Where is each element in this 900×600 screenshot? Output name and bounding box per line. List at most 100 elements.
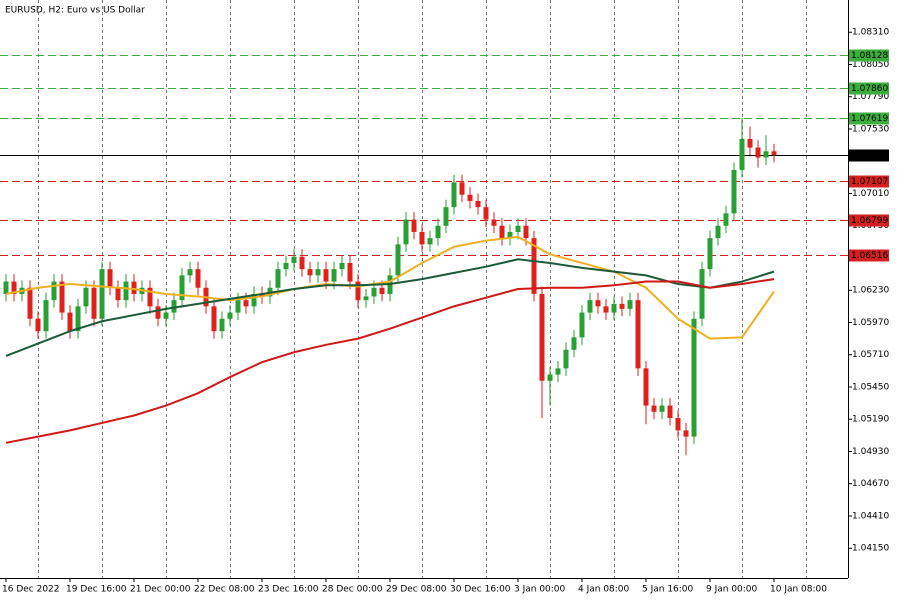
price-level-tag: [849, 112, 889, 125]
candle-body: [195, 269, 201, 288]
x-tick-label: 4 Jan 08:00: [578, 585, 630, 595]
candle-body: [363, 296, 369, 301]
candle-body: [323, 269, 329, 282]
candle-body: [219, 318, 225, 332]
candle-body: [275, 269, 281, 288]
y-tick-label: 1.07790: [852, 92, 889, 102]
x-tick-label: 29 Dec 08:00: [386, 585, 447, 595]
moving-average: [5, 258, 775, 357]
candle-body: [483, 207, 489, 220]
price-level-label: 1.07860: [851, 84, 888, 94]
x-tick-label: 22 Dec 08:00: [194, 585, 255, 595]
candle-body: [243, 300, 249, 307]
candle-body: [443, 207, 449, 226]
chart-title: EURUSD, H2: Euro vs US Dollar: [5, 6, 145, 16]
candle-body: [51, 281, 57, 301]
candle-body: [491, 219, 497, 226]
candle-body: [131, 281, 137, 294]
candle-body: [499, 225, 505, 239]
x-tick-label: 30 Dec 16:00: [450, 585, 511, 595]
candle-body: [547, 374, 553, 381]
candle-body: [515, 225, 521, 232]
candle-body: [755, 147, 761, 158]
candle-body: [707, 238, 713, 270]
y-tick-label: 1.08050: [852, 60, 889, 70]
candle-body: [731, 169, 737, 214]
candle-body: [171, 300, 177, 313]
candle-body: [299, 256, 305, 270]
candle-body: [747, 138, 753, 148]
candle-body: [83, 287, 89, 307]
candle-body: [643, 368, 649, 406]
x-tick-label: 28 Dec 00:00: [322, 585, 383, 595]
candle-body: [67, 312, 73, 332]
x-tick-label: 16 Dec 2022: [2, 585, 60, 595]
candle-body: [259, 293, 265, 297]
candle-body: [91, 287, 97, 319]
price-level-label: 1.07619: [851, 114, 888, 124]
y-tick-label: 1.06230: [852, 286, 889, 296]
candle-body: [43, 300, 49, 332]
candle-body: [35, 318, 41, 332]
x-tick-label: 9 Jan 00:00: [706, 585, 758, 595]
candle-body: [419, 231, 425, 245]
candle-body: [227, 312, 233, 319]
y-tick-label: 1.07010: [852, 189, 889, 199]
moving-average: [5, 278, 775, 444]
candle-body: [59, 281, 65, 313]
candle-body: [603, 306, 609, 313]
candle-body: [659, 405, 665, 412]
candle-body: [27, 287, 33, 319]
candle-body: [739, 138, 745, 170]
candle-body: [3, 281, 9, 294]
candle-body: [427, 238, 433, 245]
candle-body: [11, 281, 17, 294]
x-tick-label: 23 Dec 16:00: [258, 585, 319, 595]
candle-body: [771, 151, 777, 156]
price-level-tag: [849, 49, 889, 62]
candle-body: [307, 269, 313, 276]
candle-body: [619, 303, 625, 309]
candle-body: [563, 349, 569, 369]
candle-body: [315, 269, 321, 276]
y-tick-label: 1.04930: [852, 447, 889, 457]
candle-body: [411, 219, 417, 232]
candle-body: [435, 225, 441, 239]
x-tick-label: 5 Jan 16:00: [642, 585, 694, 595]
price-level-tag: [849, 175, 889, 188]
candle-body: [379, 287, 385, 294]
candle-body: [115, 287, 121, 301]
candle-body: [155, 306, 161, 319]
candle-body: [179, 275, 185, 301]
y-tick-label: 1.08310: [852, 28, 889, 38]
price-level-tag: [849, 82, 889, 95]
candle-body: [75, 306, 81, 332]
moving-average: [5, 235, 775, 340]
y-tick-label: 1.04410: [852, 511, 889, 521]
price-level-tag: [849, 149, 889, 162]
candle-body: [587, 300, 593, 313]
candle-body: [347, 262, 353, 282]
candle-body: [579, 312, 585, 338]
candle-body: [459, 182, 465, 195]
candle-body: [403, 219, 409, 245]
candle-body: [627, 300, 633, 309]
x-tick-label: 3 Jan 00:00: [514, 585, 566, 595]
y-tick-label: 1.05970: [852, 318, 889, 328]
candle-body: [371, 287, 377, 297]
candle-body: [339, 262, 345, 270]
price-level-label: 1.08128: [851, 51, 888, 61]
candle-body: [507, 231, 513, 239]
candle-body: [635, 300, 641, 369]
price-level-tag: [849, 214, 889, 227]
candle-body: [291, 256, 297, 263]
candle-body: [99, 269, 105, 319]
candle-body: [187, 269, 193, 276]
candle-body: [651, 405, 657, 412]
candle-body: [555, 368, 561, 375]
candle-body: [763, 151, 769, 158]
candle-body: [355, 281, 361, 301]
candle-body: [475, 200, 481, 208]
